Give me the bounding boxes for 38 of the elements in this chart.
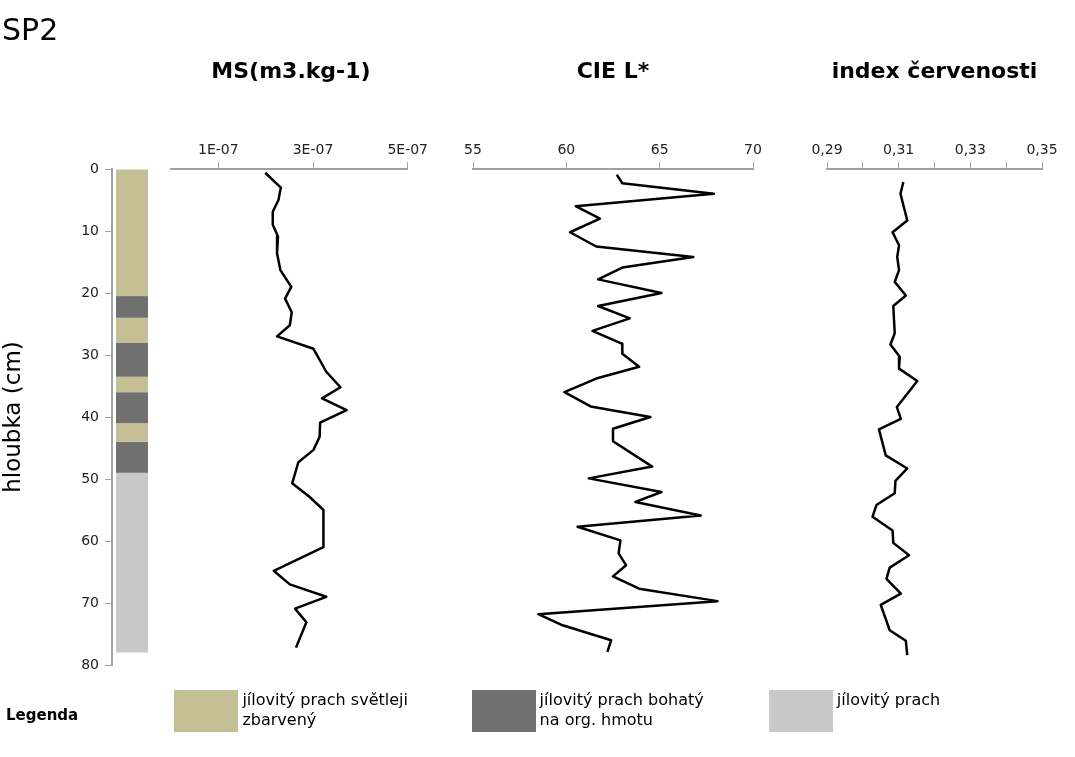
- x-tick-label: 65: [650, 141, 669, 158]
- y-tick-label: 70: [81, 593, 99, 610]
- legend-title: Legenda: [6, 705, 80, 724]
- bar: [116, 441, 148, 473]
- y-tick-label: 10: [81, 221, 99, 238]
- bar: [116, 472, 148, 653]
- x-tick-label: 3E-07: [292, 141, 334, 158]
- bar: [116, 296, 148, 318]
- x-tick-label: 0,35: [1026, 141, 1058, 158]
- x-tick-label: 0,29: [811, 141, 843, 158]
- bar: [116, 423, 148, 442]
- y-tick-label: 60: [81, 531, 99, 548]
- y-tick-label: 30: [81, 345, 99, 362]
- chart-title: index červenosti: [830, 58, 1039, 83]
- text: jílovitý prach: [836, 690, 942, 710]
- bar: [116, 169, 148, 297]
- bar: [116, 342, 148, 377]
- bar: [116, 376, 148, 393]
- x-tick-label: 0,31: [883, 141, 915, 158]
- y-tick-label: 40: [81, 407, 99, 424]
- text: jílovitý prach světleji zbarvený: [242, 690, 409, 730]
- x-tick-label: 1E-07: [198, 141, 239, 158]
- chart-title: CIE L*: [575, 58, 651, 83]
- x-tick-label: 0,33: [954, 141, 986, 158]
- x-tick-label: 60: [557, 141, 576, 158]
- y-tick-label: 50: [81, 469, 99, 486]
- bar: [116, 392, 148, 424]
- bar: [116, 317, 148, 343]
- x-tick-label: 55: [464, 141, 482, 158]
- chart-title: SP2: [2, 12, 59, 47]
- y-tick-label: 0: [90, 159, 99, 176]
- x-tick-label: 5E-07: [387, 141, 428, 158]
- text: jílovitý prach bohatý na org. hmotu: [539, 690, 705, 730]
- chart-title: MS(m3.kg-1): [210, 58, 372, 83]
- y-tick-label: 20: [81, 283, 99, 300]
- y-axis-title: hloubka (cm): [0, 341, 25, 493]
- x-tick-label: 70: [744, 141, 762, 158]
- y-tick-label: 80: [81, 655, 99, 672]
